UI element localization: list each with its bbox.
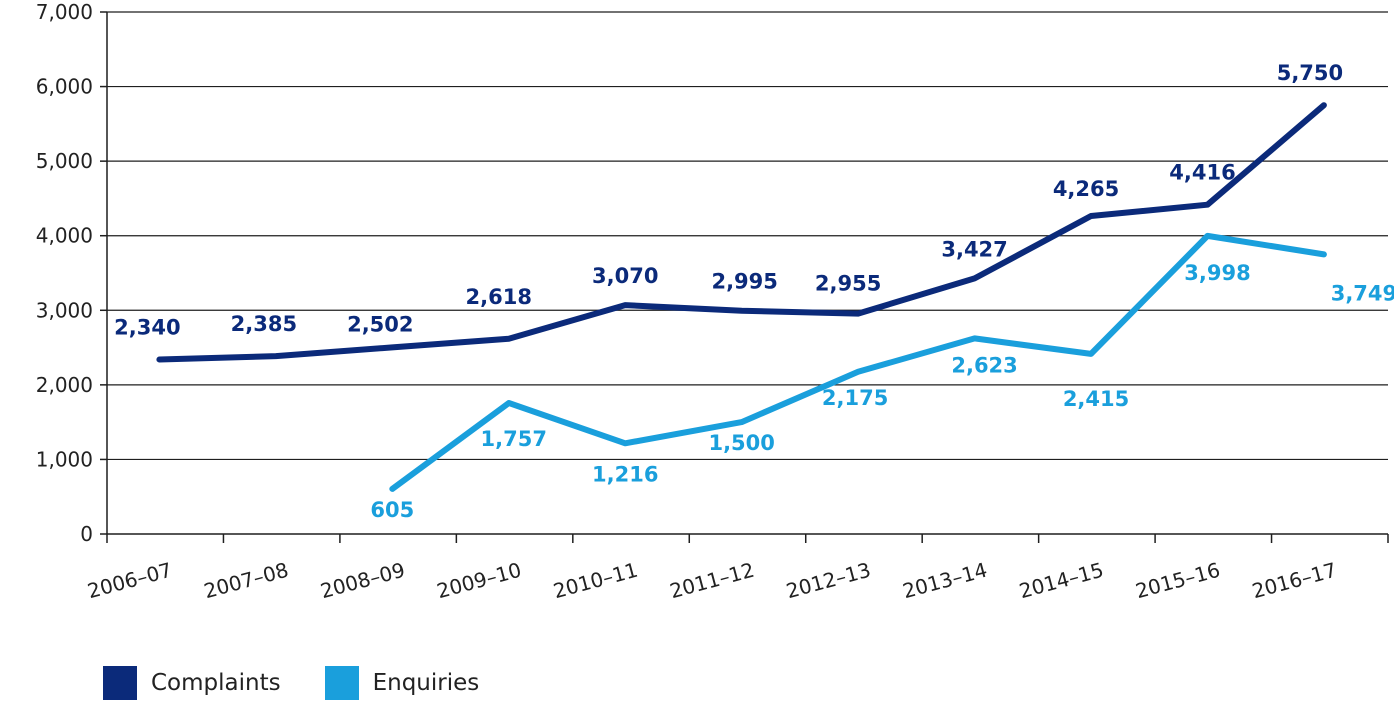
data-label-complaints: 4,416 [1169,161,1235,185]
data-label-complaints: 2,995 [711,270,777,294]
x-axis-ticks: 2006–07 2007–08 2008–09 2009–10 2010–11 2011–… [85,534,1389,604]
data-label-complaints: 3,427 [941,237,1007,261]
data-label-complaints: 2,340 [114,316,180,340]
y-tick-label: 4,000 [36,224,93,248]
gridlines [107,11,1388,461]
data-label-complaints: 2,955 [815,272,881,296]
y-tick-label: 3,000 [36,298,93,322]
data-label-complaints: 4,265 [1053,177,1119,201]
y-tick-label: 7,000 [36,0,93,24]
series-line-enquiries [389,232,1327,492]
legend: Complaints Enquiries [103,664,523,702]
legend-item-complaints: Complaints [103,666,281,700]
data-label-enquiries: 3,998 [1184,261,1250,285]
x-tick-label: 2010–11 [551,558,641,604]
series-lines [156,102,1327,492]
data-label-enquiries: 2,415 [1063,387,1129,411]
data-label-complaints: 2,385 [231,312,297,336]
data-label-complaints: 2,618 [466,285,532,309]
data-label-enquiries: 1,757 [481,427,547,451]
x-tick-label: 2015–16 [1133,558,1223,604]
x-tick-label: 2006–07 [85,558,175,604]
legend-label-enquiries: Enquiries [372,670,480,696]
x-tick-label: 2008–09 [318,558,408,604]
x-tick-label: 2014–15 [1017,558,1107,604]
data-label-enquiries: 2,175 [822,386,888,410]
y-tick-label: 1,000 [36,447,93,471]
data-label-enquiries: 2,623 [951,353,1017,377]
x-tick-label: 2011–12 [667,558,757,604]
legend-item-enquiries: Enquiries [324,666,480,700]
y-tick-label: 6,000 [36,75,93,99]
axes [106,12,1388,535]
x-tick-label: 2013–14 [900,558,990,604]
series-line-complaints [156,102,1327,363]
x-tick-label: 2007–08 [201,558,291,604]
legend-label-complaints: Complaints [151,670,281,696]
x-tick-label: 2012–13 [784,558,874,604]
data-label-enquiries: 1,216 [592,462,658,486]
data-label-complaints: 3,070 [592,264,658,288]
y-axis-ticks: 0 1,000 2,000 3,000 4,000 5,000 6,000 7,000 [36,0,107,546]
x-tick-label: 2016–17 [1249,558,1339,604]
y-tick-label: 2,000 [36,373,93,397]
data-label-enquiries: 3,749 [1331,281,1394,305]
data-label-complaints: 5,750 [1277,61,1343,85]
data-label-enquiries: 1,500 [708,431,774,455]
y-tick-label: 5,000 [36,149,93,173]
legend-swatch-enquiries [324,666,359,700]
y-tick-label: 0 [80,522,93,546]
legend-swatch-complaints [103,666,137,700]
data-label-enquiries: 605 [370,498,414,522]
data-label-complaints: 2,502 [347,312,413,336]
x-tick-label: 2009–10 [434,558,524,604]
data-labels: 2,340 2,385 2,502 2,618 3,070 2,995 2,955 3,427… [114,61,1394,522]
